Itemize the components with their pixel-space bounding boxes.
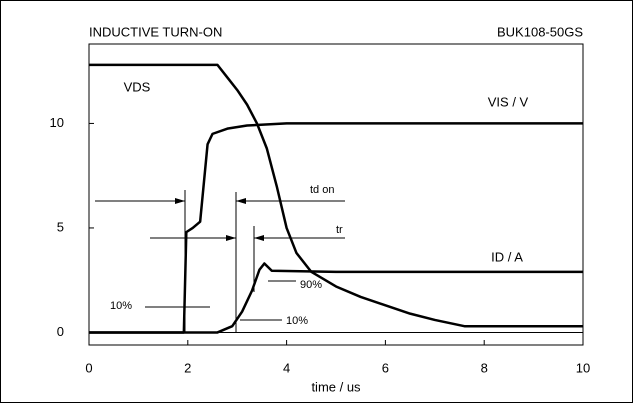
series-line [89, 262, 583, 334]
annotation: 10% [286, 315, 308, 327]
x-tick-label: 6 [382, 360, 389, 375]
series-label: ID / A [491, 249, 523, 264]
chart-title: INDUCTIVE TURN-ON [89, 24, 222, 39]
annotation: tr [336, 224, 343, 236]
x-tick-label: 2 [184, 360, 191, 375]
chart-subtitle: BUK108-50GS [497, 24, 583, 39]
x-tick-label: 8 [481, 360, 488, 375]
series-label: VDS [124, 79, 151, 94]
series-line [89, 63, 583, 328]
y-tick-label: 5 [57, 219, 64, 234]
x-axis-label: time / us [311, 379, 361, 394]
plot-area [88, 43, 584, 346]
x-tick-label: 10 [576, 360, 590, 375]
y-tick-label: 0 [57, 324, 64, 339]
x-tick-label: 0 [85, 360, 92, 375]
x-tick-label: 4 [283, 360, 290, 375]
y-tick-label: 10 [50, 115, 64, 130]
series-label: VIS / V [488, 94, 529, 109]
series-line [89, 122, 583, 334]
annotation: 90% [300, 279, 322, 291]
annotation-arrows [95, 190, 345, 332]
arrow-heads [175, 198, 264, 241]
annotation: td on [310, 184, 334, 196]
annotation: 10% [110, 300, 132, 312]
